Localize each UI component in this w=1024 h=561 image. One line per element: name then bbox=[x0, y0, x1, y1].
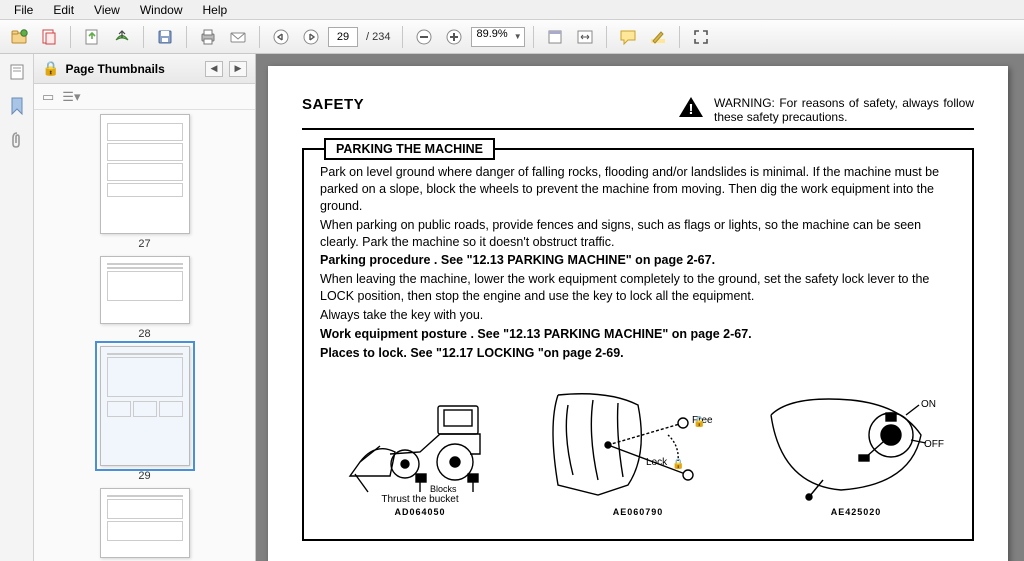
paragraph-bold: Parking procedure . See "12.13 PARKING M… bbox=[320, 252, 956, 269]
page-header: SAFETY ! WARNING: For reasons of safety,… bbox=[302, 96, 974, 130]
fig1-code: AD064050 bbox=[394, 507, 445, 517]
thumbnail-number: 27 bbox=[138, 238, 150, 250]
attachment-tab-icon[interactable] bbox=[7, 130, 27, 150]
paragraph: When leaving the machine, lower the work… bbox=[320, 271, 956, 305]
paragraph: Park on level ground where danger of fal… bbox=[320, 164, 956, 215]
nav-tabstrip bbox=[0, 54, 34, 561]
separator bbox=[259, 26, 260, 48]
menu-help[interactable]: Help bbox=[193, 1, 238, 19]
body-text: Park on level ground where danger of fal… bbox=[320, 164, 956, 362]
thumbnails-header: 🔒 Page Thumbnails ◀ ▶ bbox=[34, 54, 255, 84]
zoom-select[interactable]: 89.9% bbox=[471, 27, 524, 47]
thumb-page-icon[interactable]: ▭ bbox=[42, 89, 54, 105]
fit-width-icon[interactable] bbox=[542, 24, 568, 50]
separator bbox=[606, 26, 607, 48]
page-total-label: / 234 bbox=[362, 31, 394, 43]
fig1-caption: Thrust the bucket bbox=[381, 494, 458, 505]
email-icon[interactable] bbox=[225, 24, 251, 50]
figure-row: Blocks Thrust the bucket AD064050 bbox=[320, 374, 956, 517]
thumbnails-panel: 🔒 Page Thumbnails ◀ ▶ ▭ ☰▾ 27 28 29 bbox=[34, 54, 256, 561]
warning-triangle-icon: ! bbox=[678, 96, 704, 121]
collapse-left-icon[interactable]: ◀ bbox=[205, 61, 223, 77]
thumbnails-title: Page Thumbnails bbox=[65, 62, 199, 76]
paragraph: When parking on public roads, provide fe… bbox=[320, 217, 956, 251]
thumb-options-icon[interactable]: ☰▾ bbox=[62, 89, 80, 105]
print-icon[interactable] bbox=[195, 24, 221, 50]
paragraph-bold: Places to lock. See "12.17 LOCKING "on p… bbox=[320, 345, 956, 362]
separator bbox=[402, 26, 403, 48]
collapse-right-icon[interactable]: ▶ bbox=[229, 61, 247, 77]
paragraph: Always take the key with you. bbox=[320, 307, 956, 324]
thumbnail-28[interactable]: 28 bbox=[34, 256, 255, 340]
thumbnail-29[interactable]: 29 bbox=[34, 346, 255, 482]
safety-heading: SAFETY bbox=[302, 96, 364, 113]
menu-edit[interactable]: Edit bbox=[43, 1, 84, 19]
fullscreen-icon[interactable] bbox=[688, 24, 714, 50]
section-label: PARKING THE MACHINE bbox=[324, 138, 495, 160]
menu-file[interactable]: File bbox=[4, 1, 43, 19]
export-icon[interactable] bbox=[79, 24, 105, 50]
prev-page-icon[interactable] bbox=[268, 24, 294, 50]
figure-2: Free 🔓 Lock 🔒 AE060790 bbox=[538, 385, 738, 517]
fig2-code: AE060790 bbox=[613, 507, 664, 517]
page-number-input[interactable] bbox=[328, 27, 358, 47]
thumbnail-number: 28 bbox=[138, 328, 150, 340]
menu-view[interactable]: View bbox=[84, 1, 130, 19]
pdf-page: SAFETY ! WARNING: For reasons of safety,… bbox=[268, 66, 1008, 561]
next-page-icon[interactable] bbox=[298, 24, 324, 50]
fig1-blocks-label: Blocks bbox=[430, 484, 457, 494]
create-pdf-icon[interactable] bbox=[36, 24, 62, 50]
separator bbox=[679, 26, 680, 48]
zoom-in-icon[interactable] bbox=[441, 24, 467, 50]
document-viewport[interactable]: SAFETY ! WARNING: For reasons of safety,… bbox=[256, 54, 1024, 561]
thumbnails-tools: ▭ ☰▾ bbox=[34, 84, 255, 110]
svg-text:🔓: 🔓 bbox=[693, 415, 705, 428]
highlight-icon[interactable] bbox=[645, 24, 671, 50]
lock-icon: 🔒 bbox=[42, 60, 59, 77]
fig2-lock-label: Lock bbox=[646, 457, 668, 468]
bookmark-tab-icon[interactable] bbox=[7, 96, 27, 116]
menu-window[interactable]: Window bbox=[130, 1, 193, 19]
share-icon[interactable] bbox=[109, 24, 135, 50]
thumbnail-number: 29 bbox=[138, 470, 150, 482]
thumbnails-tab-icon[interactable] bbox=[7, 62, 27, 82]
fig3-on-label: ON bbox=[921, 399, 936, 410]
warning-text: WARNING: For reasons of safety, always f… bbox=[714, 96, 974, 124]
figure-3: ON OFF AE425020 bbox=[756, 385, 956, 517]
save-icon[interactable] bbox=[152, 24, 178, 50]
separator bbox=[186, 26, 187, 48]
toolbar: / 234 89.9% ▼ bbox=[0, 20, 1024, 54]
separator bbox=[143, 26, 144, 48]
separator bbox=[533, 26, 534, 48]
separator bbox=[70, 26, 71, 48]
thumbnails-list[interactable]: 27 28 29 bbox=[34, 110, 255, 561]
fig3-code: AE425020 bbox=[831, 507, 882, 517]
figure-1: Blocks Thrust the bucket AD064050 bbox=[320, 374, 520, 517]
fit-page-icon[interactable] bbox=[572, 24, 598, 50]
svg-text:🔒: 🔒 bbox=[672, 458, 684, 470]
section-box: PARKING THE MACHINE Park on level ground… bbox=[302, 148, 974, 541]
thumbnail-27[interactable]: 27 bbox=[34, 114, 255, 250]
menu-bar: File Edit View Window Help bbox=[0, 0, 1024, 20]
svg-text:!: ! bbox=[689, 101, 694, 118]
paragraph-bold: Work equipment posture . See "12.13 PARK… bbox=[320, 326, 956, 343]
zoom-out-icon[interactable] bbox=[411, 24, 437, 50]
fig3-off-label: OFF bbox=[924, 439, 944, 450]
thumbnail-30[interactable] bbox=[34, 488, 255, 558]
open-file-icon[interactable] bbox=[6, 24, 32, 50]
comment-icon[interactable] bbox=[615, 24, 641, 50]
main-area: 🔒 Page Thumbnails ◀ ▶ ▭ ☰▾ 27 28 29 bbox=[0, 54, 1024, 561]
